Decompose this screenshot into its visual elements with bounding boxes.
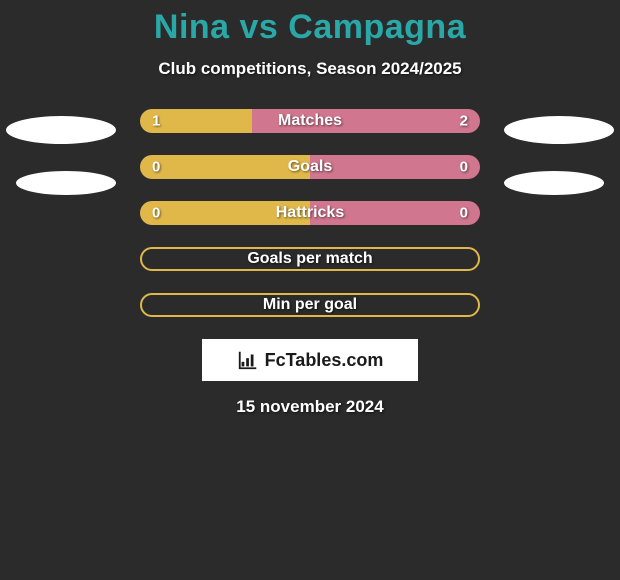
stat-value-goals-right: 0 — [460, 159, 468, 176]
brand-text: FcTables.com — [265, 350, 384, 371]
stats-section: 1 Matches 2 0 Goals 0 0 Hattricks 0 Goal… — [0, 109, 620, 317]
stat-bar-matches: 1 Matches 2 — [140, 109, 480, 133]
player-left-badge-2 — [16, 171, 116, 195]
stat-bar-min-per-goal: Min per goal — [140, 293, 480, 317]
chart-bar-icon — [237, 349, 259, 371]
stat-bar-goals-per-match: Goals per match — [140, 247, 480, 271]
stat-value-matches-right: 2 — [460, 113, 468, 130]
page-root: Nina vs Campagna Club competitions, Seas… — [0, 0, 620, 580]
stat-value-hattricks-left: 0 — [152, 205, 160, 222]
stat-bar-hattricks-left — [140, 201, 310, 225]
stat-bar-goals-right — [310, 155, 480, 179]
stat-value-hattricks-right: 0 — [460, 205, 468, 222]
brand-box: FcTables.com — [202, 339, 418, 381]
player-right-badge-2 — [504, 171, 604, 195]
stat-label-min-per-goal: Min per goal — [142, 296, 478, 314]
stat-bar-hattricks: 0 Hattricks 0 — [140, 201, 480, 225]
date-text: 15 november 2024 — [0, 397, 620, 417]
stat-bar-goals: 0 Goals 0 — [140, 155, 480, 179]
stat-value-matches-left: 1 — [152, 113, 160, 130]
player-right-badge-1 — [504, 116, 614, 144]
stat-bar-hattricks-right — [310, 201, 480, 225]
player-left-badge-1 — [6, 116, 116, 144]
stat-value-goals-left: 0 — [152, 159, 160, 176]
subtitle: Club competitions, Season 2024/2025 — [0, 59, 620, 79]
brand-inner: FcTables.com — [237, 349, 384, 371]
stat-bar-goals-left — [140, 155, 310, 179]
stat-bar-matches-right — [252, 109, 480, 133]
stat-label-goals-per-match: Goals per match — [142, 250, 478, 268]
page-title: Nina vs Campagna — [0, 8, 620, 47]
